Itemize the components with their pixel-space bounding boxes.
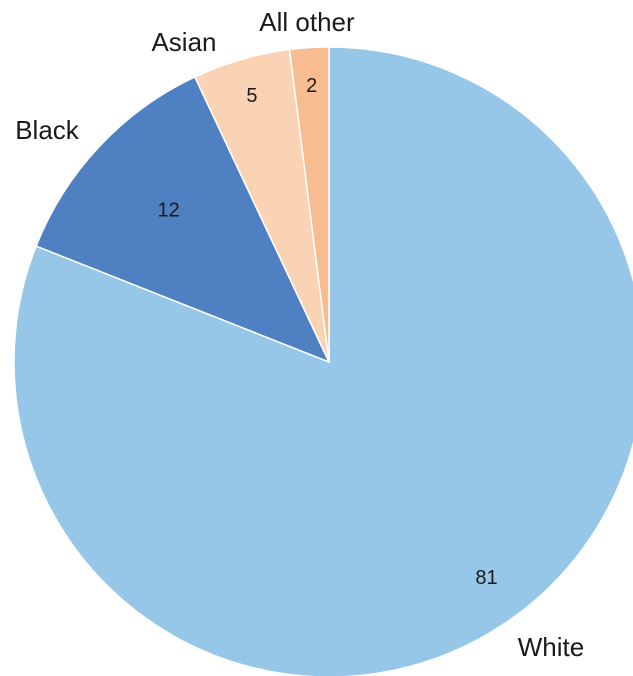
data-labels: 81 12 5 2 xyxy=(158,75,498,589)
pie-slice-black xyxy=(35,75,331,364)
category-label-asian: Asian xyxy=(151,27,216,57)
category-label-black: Black xyxy=(15,115,80,145)
pie-slice-all-other xyxy=(288,46,330,363)
data-label-white: 81 xyxy=(475,567,497,589)
data-label-black: 12 xyxy=(158,200,180,222)
category-labels: White Black Asian All other xyxy=(15,7,584,662)
data-label-asian: 5 xyxy=(246,85,257,107)
pie-slice-white xyxy=(13,46,633,676)
category-label-all-other: All other xyxy=(259,7,355,37)
data-label-all-other: 2 xyxy=(306,75,317,97)
category-label-white: White xyxy=(518,632,584,662)
pie-slices xyxy=(13,46,633,676)
